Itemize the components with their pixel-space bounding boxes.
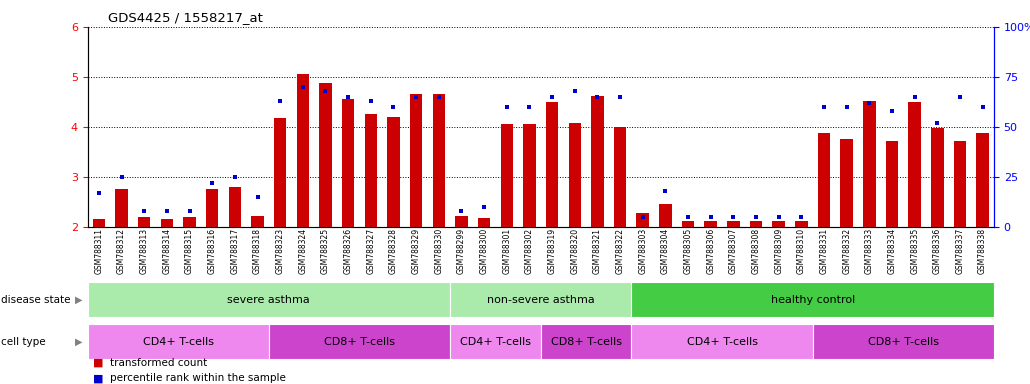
Bar: [183, 217, 196, 227]
Bar: [772, 220, 785, 227]
Text: disease state: disease state: [1, 295, 70, 305]
Text: percentile rank within the sample: percentile rank within the sample: [110, 373, 286, 383]
Bar: [591, 96, 604, 227]
Text: ▶: ▶: [75, 337, 82, 347]
Text: transformed count: transformed count: [110, 358, 207, 368]
Text: ▶: ▶: [75, 295, 82, 305]
Bar: [206, 189, 218, 227]
Bar: [954, 141, 966, 227]
Bar: [88, 282, 450, 317]
Text: CD4+ T-cells: CD4+ T-cells: [460, 337, 530, 347]
Bar: [365, 114, 377, 227]
Text: CD4+ T-cells: CD4+ T-cells: [687, 337, 757, 347]
Text: severe asthma: severe asthma: [228, 295, 310, 305]
Bar: [614, 127, 626, 227]
Bar: [297, 74, 309, 227]
Bar: [93, 219, 105, 227]
Bar: [319, 83, 332, 227]
Bar: [138, 217, 150, 227]
Bar: [840, 139, 853, 227]
Bar: [450, 324, 541, 359]
Text: healthy control: healthy control: [770, 295, 855, 305]
Bar: [269, 324, 450, 359]
Text: GDS4425 / 1558217_at: GDS4425 / 1558217_at: [108, 12, 263, 25]
Text: CD8+ T-cells: CD8+ T-cells: [551, 337, 621, 347]
Bar: [931, 128, 943, 227]
Text: CD4+ T-cells: CD4+ T-cells: [143, 337, 213, 347]
Bar: [886, 141, 898, 227]
Bar: [161, 219, 173, 227]
Text: ■: ■: [93, 358, 103, 368]
Bar: [908, 102, 921, 227]
Bar: [478, 218, 490, 227]
Text: ■: ■: [93, 373, 103, 383]
Bar: [523, 124, 536, 227]
Bar: [637, 213, 649, 227]
Bar: [659, 204, 672, 227]
Bar: [705, 220, 717, 227]
Bar: [631, 282, 994, 317]
Bar: [818, 133, 830, 227]
Text: CD8+ T-cells: CD8+ T-cells: [868, 337, 938, 347]
Bar: [410, 94, 422, 227]
Bar: [274, 118, 286, 227]
Bar: [450, 282, 631, 317]
Bar: [88, 324, 269, 359]
Bar: [750, 220, 762, 227]
Text: cell type: cell type: [1, 337, 45, 347]
Bar: [863, 101, 876, 227]
Bar: [976, 133, 989, 227]
Bar: [433, 94, 445, 227]
Bar: [546, 102, 558, 227]
Bar: [813, 324, 994, 359]
Bar: [682, 220, 694, 227]
Bar: [251, 215, 264, 227]
Text: non-severe asthma: non-severe asthma: [487, 295, 594, 305]
Bar: [455, 215, 468, 227]
Bar: [115, 189, 128, 227]
Bar: [387, 117, 400, 227]
Bar: [501, 124, 513, 227]
Bar: [569, 123, 581, 227]
Bar: [795, 220, 808, 227]
Bar: [541, 324, 631, 359]
Bar: [229, 187, 241, 227]
Text: CD8+ T-cells: CD8+ T-cells: [324, 337, 394, 347]
Bar: [727, 220, 740, 227]
Bar: [631, 324, 813, 359]
Bar: [342, 99, 354, 227]
